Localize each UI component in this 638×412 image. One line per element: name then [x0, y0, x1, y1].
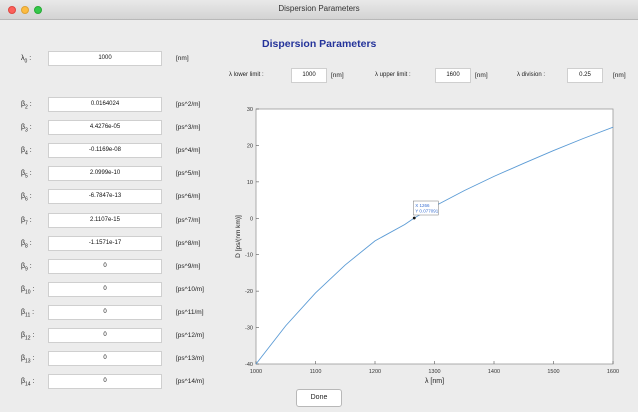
beta-label: β10 :	[21, 285, 35, 296]
upper-limit-label: λ upper limit :	[375, 72, 411, 78]
upper-limit-input[interactable]: 1600	[435, 68, 471, 83]
beta-label: β13 :	[21, 355, 35, 365]
x-tick-label: 1100	[310, 369, 322, 375]
lower-limit-unit: [nm]	[331, 72, 344, 79]
x-tick-label: 1400	[488, 369, 500, 375]
beta-input[interactable]: -6.7847e-13	[48, 189, 162, 205]
datatip-x-label: X 1266	[415, 203, 430, 208]
datatip-box	[413, 200, 439, 216]
datatip-marker	[412, 216, 416, 220]
minimize-window-button[interactable]	[21, 6, 29, 14]
beta-unit: [ps^9/m]	[176, 262, 201, 270]
y-tick-label: -40	[245, 362, 253, 368]
beta-label: β7 :	[21, 216, 32, 226]
beta-label: β3 :	[21, 124, 32, 134]
lower-limit-input[interactable]: 1000	[291, 68, 327, 83]
x-tick-label: 1200	[369, 369, 381, 375]
beta-label: β6 :	[21, 193, 32, 203]
page-title: Dispersion Parameters	[262, 38, 377, 50]
beta-input[interactable]: 4.4276e-05	[48, 120, 162, 136]
beta-unit: [ps^4/m]	[176, 147, 201, 155]
beta-label: β5 :	[21, 170, 32, 180]
window-title: Dispersion Parameters	[278, 4, 360, 13]
beta-label: β8 :	[21, 239, 32, 249]
x-tick-label: 1600	[607, 369, 619, 375]
beta-unit: [ps^2/m]	[176, 101, 201, 108]
beta-unit: [ps^11/m]	[176, 308, 204, 316]
lower-limit-label: λ lower limit :	[229, 72, 264, 78]
y-tick-label: -10	[245, 253, 253, 259]
beta-label: β11 :	[21, 308, 35, 319]
zoom-window-button[interactable]	[34, 6, 42, 14]
title-bar: Dispersion Parameters	[0, 0, 638, 20]
beta-unit: [ps^12/m]	[176, 332, 204, 339]
division-label: λ division :	[517, 72, 546, 78]
beta-input[interactable]: -0.1169e-08	[48, 143, 162, 159]
upper-limit-unit: [nm]	[475, 72, 488, 79]
lambda0-label: λ0 :	[21, 55, 32, 65]
y-tick-label: 30	[247, 107, 253, 113]
beta-input[interactable]: 0	[48, 328, 162, 343]
x-tick-label: 1300	[428, 369, 440, 375]
beta-input[interactable]: 2.0999e-10	[48, 166, 162, 182]
beta-input[interactable]: -1.1571e-17	[48, 235, 162, 251]
x-axis-label: λ [nm]	[425, 378, 444, 385]
beta-unit: [ps^13/m]	[176, 355, 204, 363]
close-window-button[interactable]	[8, 6, 16, 14]
x-tick-label: 1500	[547, 369, 559, 375]
beta-unit: [ps^6/m]	[176, 193, 201, 201]
done-button[interactable]: Done	[296, 389, 342, 407]
beta-input[interactable]: 0	[48, 304, 162, 320]
beta-input[interactable]: 0	[48, 281, 162, 297]
y-tick-label: 10	[247, 180, 253, 186]
beta-label: β4 :	[21, 147, 32, 157]
beta-unit: [ps^7/m]	[176, 216, 201, 224]
y-tick-label: -20	[245, 289, 253, 295]
datatip-y-label: Y 0.077091	[415, 209, 438, 214]
beta-unit: [ps^14/m]	[176, 378, 204, 386]
y-tick-label: -30	[245, 326, 253, 332]
beta-input[interactable]: 0	[48, 258, 162, 274]
beta-unit: [ps^8/m]	[176, 239, 201, 247]
beta-input[interactable]: 0	[48, 374, 162, 390]
lambda0-unit: [nm]	[176, 55, 189, 62]
beta-label: β2 :	[21, 101, 32, 111]
division-input[interactable]: 0.25	[567, 68, 603, 83]
y-axis-label: D [ps/(nm km)]	[235, 215, 242, 258]
beta-label: β14 :	[21, 378, 35, 388]
lambda0-input[interactable]: 1000	[48, 51, 162, 66]
beta-unit: [ps^3/m]	[176, 124, 201, 132]
division-unit: [nm]	[613, 72, 626, 79]
beta-input[interactable]: 2.1107e-15	[48, 212, 162, 228]
beta-label: β12 :	[21, 332, 35, 342]
plot-area	[255, 108, 614, 365]
y-tick-label: 0	[250, 216, 253, 222]
y-tick-label: 20	[247, 143, 253, 149]
x-tick-label: 1000	[250, 369, 262, 375]
beta-input[interactable]: 0.0164024	[48, 97, 162, 112]
beta-unit: [ps^10/m]	[176, 285, 204, 293]
beta-label: β9 :	[21, 262, 32, 273]
beta-input[interactable]: 0	[48, 351, 162, 367]
beta-unit: [ps^5/m]	[176, 170, 201, 178]
